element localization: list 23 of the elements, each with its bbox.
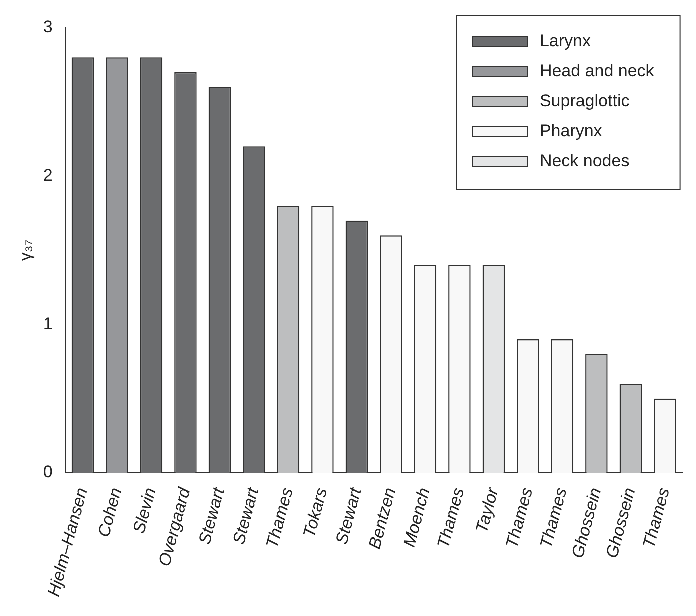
- x-tick-label: Slevin: [130, 486, 160, 536]
- x-tick-label: Thames: [434, 486, 468, 550]
- x-tick-label: Tokars: [300, 486, 332, 540]
- y-axis-title: γ₃₇: [16, 240, 35, 262]
- y-tick-label: 0: [43, 462, 53, 482]
- legend-label: Head and neck: [540, 62, 655, 81]
- x-tick-label: Stewart: [195, 484, 229, 547]
- legend-label: Larynx: [540, 32, 592, 51]
- legend-label: Pharynx: [540, 122, 603, 141]
- x-tick-label: Taylor: [472, 484, 503, 536]
- x-tick-label: Thames: [639, 486, 674, 550]
- y-tick-label: 2: [43, 166, 53, 186]
- legend-label: Supraglottic: [540, 92, 630, 111]
- x-tick-label: Thames: [502, 486, 537, 550]
- x-tick-label: Stewart: [229, 484, 263, 547]
- x-tick-label: Thames: [262, 486, 298, 550]
- legend-label: Neck nodes: [540, 152, 630, 171]
- x-tick-label: Bentzen: [365, 486, 400, 552]
- y-tick-label: 3: [43, 18, 53, 37]
- x-tick-label: Stewart: [332, 484, 366, 547]
- x-tick-label: Cohen: [94, 486, 126, 540]
- y-tick-label: 1: [43, 314, 53, 334]
- x-tick-label: Moench: [400, 486, 434, 550]
